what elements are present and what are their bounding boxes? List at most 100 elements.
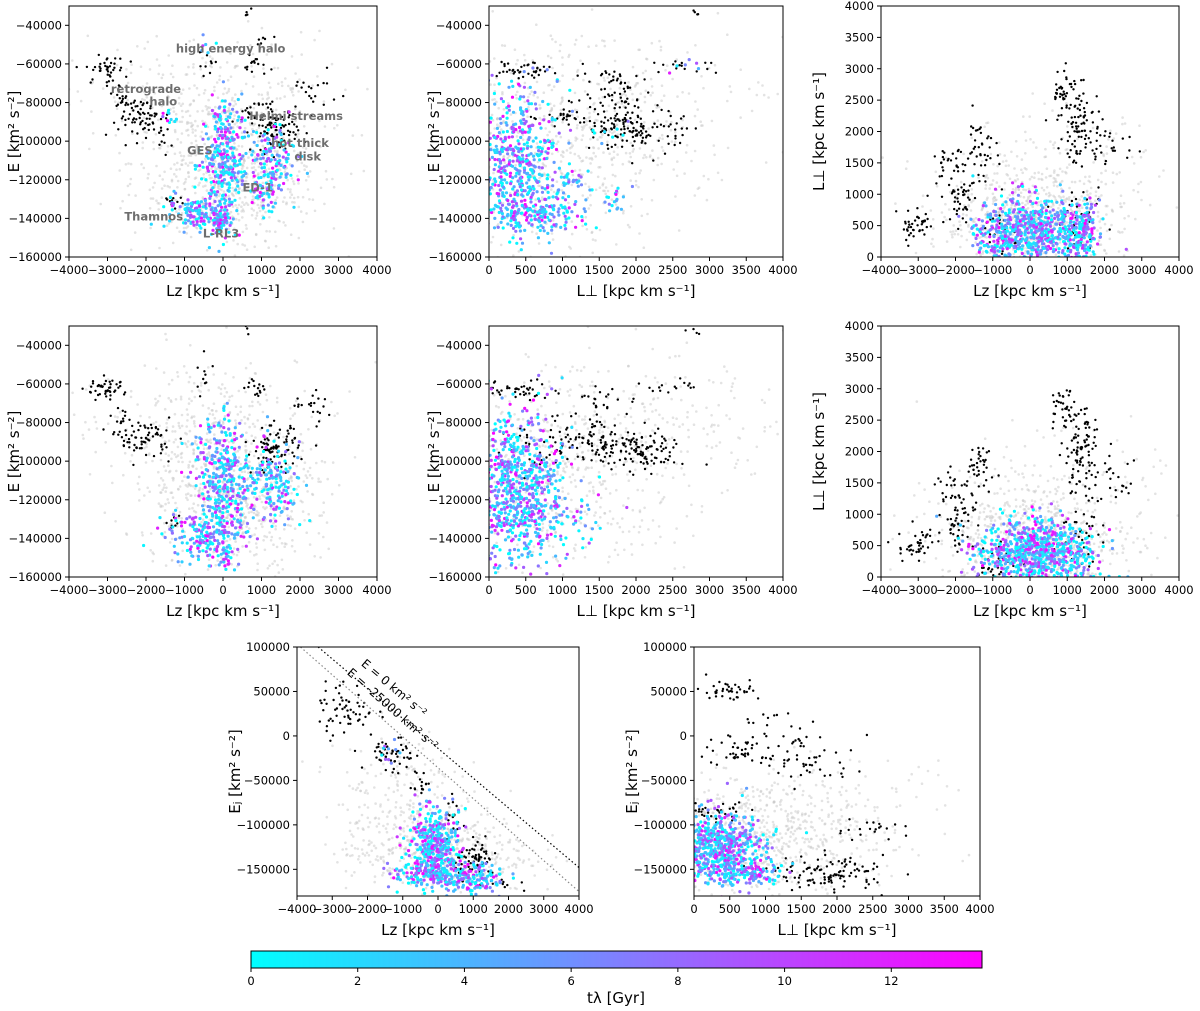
age-point	[538, 220, 542, 224]
age-point	[555, 79, 559, 83]
stream-point	[623, 90, 627, 93]
stream-point	[310, 114, 313, 118]
background-point	[509, 71, 513, 75]
background-point	[141, 146, 144, 150]
background-point	[967, 193, 970, 196]
age-point	[149, 222, 153, 226]
background-point	[1049, 193, 1052, 197]
stream-point	[1057, 114, 1060, 117]
background-point	[465, 157, 468, 160]
stream-point	[134, 105, 137, 108]
background-point	[263, 259, 266, 262]
age-point	[537, 172, 542, 176]
age-point	[505, 111, 509, 115]
background-point	[220, 188, 223, 192]
background-point	[146, 176, 150, 180]
background-point	[549, 185, 552, 188]
age-point	[282, 165, 286, 169]
background-point	[1025, 199, 1028, 203]
background-point	[240, 145, 244, 148]
background-point	[242, 210, 245, 213]
background-point	[1026, 202, 1030, 205]
y-tick-label: −120000	[428, 173, 482, 187]
age-point	[486, 125, 489, 128]
stream-point	[316, 84, 320, 87]
background-point	[1086, 266, 1089, 269]
age-point	[213, 199, 217, 204]
age-point	[477, 112, 480, 115]
annotation-label: ED-1	[242, 180, 272, 194]
background-point	[713, 153, 716, 157]
age-point	[538, 122, 542, 126]
stream-point	[621, 118, 625, 122]
background-point	[535, 23, 538, 27]
background-point	[589, 203, 592, 207]
age-point	[252, 174, 256, 178]
stream-point	[907, 244, 910, 247]
age-point	[559, 203, 563, 207]
age-point	[525, 162, 529, 166]
stream-point	[1055, 88, 1059, 92]
background-point	[415, 255, 418, 258]
age-point	[543, 220, 547, 224]
background-point	[232, 194, 235, 197]
age-point	[514, 229, 518, 233]
stream-point	[680, 64, 683, 68]
background-point	[592, 146, 596, 150]
background-point	[622, 92, 626, 95]
background-point	[241, 230, 245, 234]
x-tick-label: 2000	[285, 263, 314, 277]
stream-point	[971, 126, 975, 130]
background-point	[129, 71, 133, 75]
background-point	[134, 194, 137, 197]
age-point	[503, 169, 507, 173]
background-point	[516, 90, 519, 94]
age-point	[223, 236, 227, 240]
background-point	[535, 80, 539, 84]
stream-point	[132, 109, 135, 112]
age-point	[203, 199, 207, 203]
stream-point	[614, 114, 617, 118]
age-point	[224, 227, 228, 231]
age-point	[235, 163, 240, 167]
background-point	[549, 56, 553, 60]
background-point	[496, 123, 499, 126]
background-point	[1065, 166, 1069, 169]
stream-point	[1090, 111, 1094, 115]
background-point	[1010, 203, 1013, 207]
background-point	[620, 102, 624, 105]
age-point	[514, 201, 519, 206]
age-point	[178, 205, 182, 209]
background-point	[189, 154, 193, 158]
stream-point	[961, 217, 964, 220]
age-point	[512, 217, 516, 221]
age-point	[482, 203, 485, 206]
background-point	[297, 170, 301, 173]
background-point	[298, 144, 302, 147]
background-point	[246, 182, 249, 186]
age-point	[526, 99, 530, 103]
age-point	[511, 204, 516, 208]
background-point	[552, 85, 556, 88]
stream-point	[1068, 155, 1071, 159]
background-point	[129, 248, 133, 252]
background-point	[117, 101, 120, 104]
stream-point	[1056, 70, 1059, 74]
background-point	[767, 96, 770, 99]
age-point	[489, 188, 492, 192]
stream-point	[630, 121, 634, 125]
age-point	[545, 68, 549, 72]
age-point	[506, 202, 511, 206]
stream-point	[979, 153, 982, 156]
stream-point	[263, 37, 267, 41]
background-point	[606, 140, 609, 144]
background-point	[1052, 204, 1055, 207]
background-point	[573, 43, 577, 46]
age-point	[233, 198, 237, 202]
background-point	[506, 156, 510, 160]
background-point	[501, 91, 504, 94]
stream-point	[1128, 149, 1131, 152]
age-point	[529, 152, 533, 156]
age-point	[466, 163, 469, 166]
background-point	[186, 164, 190, 167]
